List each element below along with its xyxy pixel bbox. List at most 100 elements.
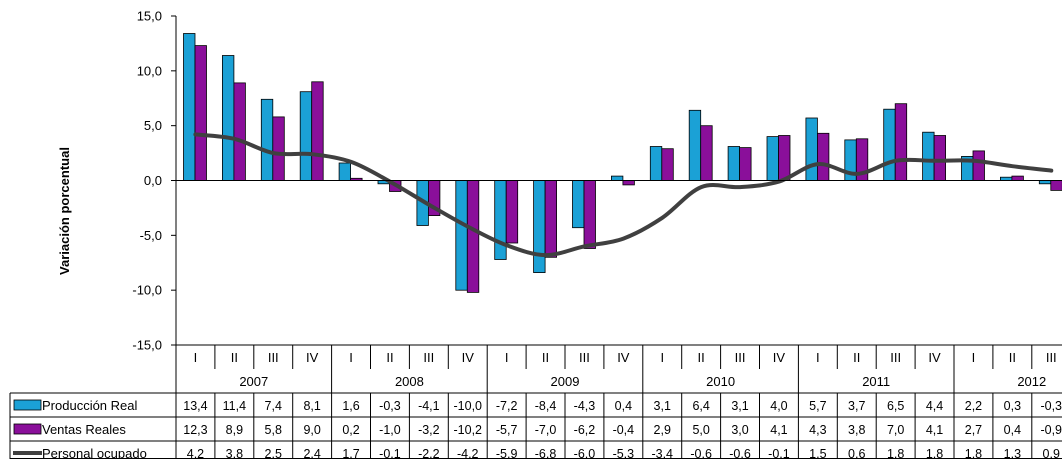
data-label: 0,2	[342, 423, 359, 437]
y-tick-label: -10,0	[132, 283, 162, 298]
data-label: 4,1	[926, 423, 943, 437]
data-label: 12,3	[183, 423, 207, 437]
legend-swatch	[13, 399, 42, 411]
legend-swatch	[13, 423, 42, 435]
bar-ventas	[311, 81, 324, 181]
quarter-label: II	[1009, 350, 1016, 365]
data-label: 2,9	[654, 423, 671, 437]
data-label: 1,3	[1004, 447, 1021, 459]
y-tick-label: 0,0	[144, 173, 162, 188]
quarter-label: I	[972, 350, 976, 365]
data-label: -3,4	[651, 447, 673, 459]
data-label: 0,6	[848, 447, 865, 459]
quarter-label: IV	[306, 350, 319, 365]
data-label: 3,1	[731, 399, 748, 413]
plot-area: 15,010,05,00,0-5,0-10,0-15,0I II III IV I II I…	[9, 9, 1062, 459]
bar-ventas	[817, 132, 830, 181]
bar-ventas	[739, 147, 752, 181]
data-label: 1,6	[342, 399, 359, 413]
quarter-label: IV	[462, 350, 475, 365]
bar-produccion	[260, 98, 274, 181]
quarter-label: I	[349, 350, 353, 365]
bar-ventas	[894, 103, 908, 181]
data-label: 5,8	[265, 423, 282, 437]
bar-produccion	[805, 117, 818, 181]
data-label: -0,1	[768, 447, 790, 459]
bar-ventas	[272, 116, 285, 181]
bar-ventas	[544, 180, 557, 258]
bar-ventas	[700, 125, 713, 181]
year-label: 2011	[862, 374, 890, 389]
data-label: 3,8	[226, 447, 243, 459]
quarter-label: IV	[773, 350, 786, 365]
quarter-label: III	[579, 350, 590, 365]
data-label: 0,4	[1004, 423, 1021, 437]
bar-produccion	[922, 131, 935, 181]
data-label: 9,0	[303, 423, 320, 437]
data-label: 2,2	[965, 399, 982, 413]
bar-ventas	[583, 180, 596, 249]
data-label: 6,4	[692, 399, 709, 413]
quarter-label: I	[816, 350, 820, 365]
quarter-label: II	[542, 350, 549, 365]
data-label: -6,8	[535, 447, 557, 459]
data-label: -10,0	[454, 399, 483, 413]
data-label: 0,9	[1043, 447, 1060, 459]
bar-produccion	[688, 109, 702, 181]
data-label: -5,3	[613, 447, 635, 459]
data-label: 0,3	[1004, 399, 1021, 413]
quarter-label: III	[423, 350, 434, 365]
bar-ventas	[1011, 175, 1024, 181]
bar-produccion	[338, 162, 352, 181]
bar-ventas	[466, 180, 480, 293]
y-tick-label: 15,0	[137, 9, 162, 24]
year-label: 2007	[239, 374, 268, 389]
data-label: 7,4	[265, 399, 282, 413]
data-label: -0,3	[1040, 399, 1062, 413]
legend-label: Ventas Reales	[42, 422, 126, 437]
quarter-label: III	[1046, 350, 1057, 365]
y-tick-label: -5,0	[140, 228, 162, 243]
data-label: 1,8	[965, 447, 982, 459]
bar-produccion	[611, 175, 624, 181]
data-label: 3,0	[731, 423, 748, 437]
year-label: 2012	[1017, 374, 1046, 389]
bar-produccion	[455, 180, 468, 291]
data-label: 4,0	[770, 399, 787, 413]
data-label: 1,7	[342, 447, 359, 459]
bar-ventas	[233, 82, 246, 181]
bar-produccion	[766, 136, 779, 181]
quarter-label: II	[853, 350, 860, 365]
data-label: 4,3	[809, 423, 826, 437]
data-label: 1,8	[887, 447, 904, 459]
data-label: -0,4	[613, 423, 635, 437]
data-label: 1,5	[809, 447, 826, 459]
bar-ventas	[622, 180, 635, 186]
data-label: 3,1	[654, 399, 671, 413]
bar-ventas	[661, 148, 674, 181]
data-label: -7,0	[535, 423, 557, 437]
data-label: -6,0	[574, 447, 596, 459]
data-label: 8,9	[226, 423, 243, 437]
data-label: -3,2	[418, 423, 440, 437]
data-label: 0,4	[615, 399, 632, 413]
bar-produccion	[494, 180, 507, 260]
data-label: 1,8	[926, 447, 943, 459]
legend-label: Personal ocupado	[42, 446, 147, 459]
data-label: 2,4	[303, 447, 320, 459]
y-tick-label: -15,0	[132, 338, 162, 353]
year-label: 2008	[395, 374, 424, 389]
data-label: 4,1	[770, 423, 787, 437]
bar-ventas	[933, 135, 946, 181]
data-label: 3,7	[848, 399, 865, 413]
bar-produccion	[183, 33, 196, 181]
quarter-label: III	[735, 350, 746, 365]
data-label: 2,5	[265, 447, 282, 459]
data-label: -0,6	[690, 447, 712, 459]
bar-produccion	[221, 55, 235, 181]
bar-ventas	[972, 150, 985, 181]
quarter-label: III	[890, 350, 901, 365]
data-label: -4,2	[457, 447, 479, 459]
data-label: -5,7	[496, 423, 518, 437]
data-label: -4,1	[418, 399, 440, 413]
